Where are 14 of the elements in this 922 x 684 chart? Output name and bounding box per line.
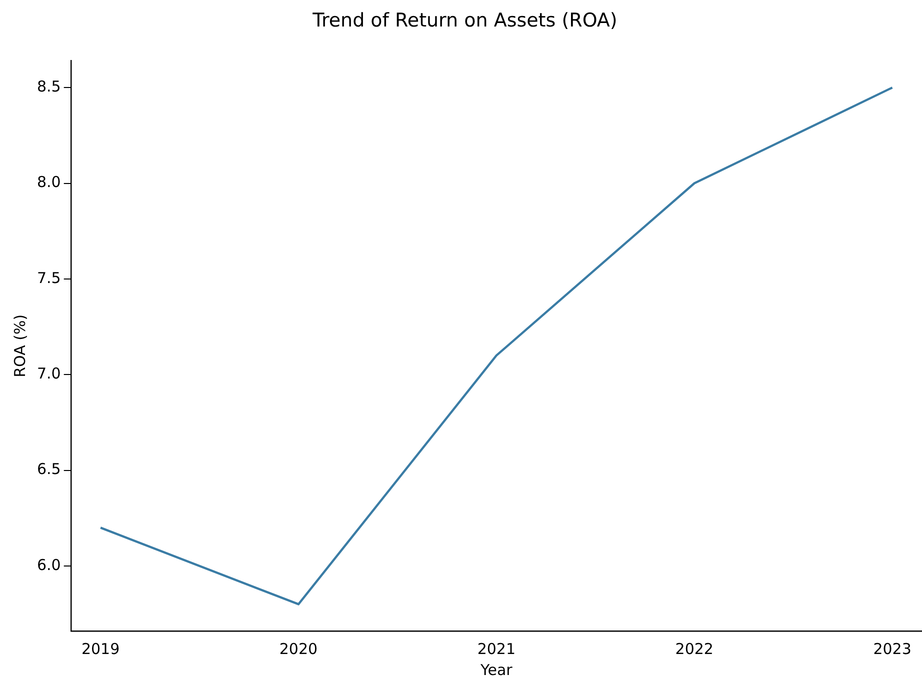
- y-tick-label: 8.5: [36, 77, 61, 96]
- x-axis-title: Year: [480, 660, 514, 679]
- x-tick-label: 2020: [279, 640, 318, 658]
- y-tick-label: 7.5: [36, 268, 61, 287]
- x-tick-label: 2023: [873, 640, 912, 658]
- x-tick-label: 2019: [81, 640, 120, 658]
- y-tick-label: 8.0: [36, 173, 61, 192]
- x-tick-label: 2021: [477, 640, 516, 658]
- y-tick-label: 6.0: [36, 556, 61, 574]
- chart-title: Trend of Return on Assets (ROA): [312, 9, 618, 32]
- x-tick-label: 2022: [675, 640, 714, 658]
- y-tick-label: 6.5: [36, 460, 61, 478]
- y-axis-title: ROA (%): [10, 314, 29, 378]
- y-tick-label: 7.0: [36, 364, 61, 382]
